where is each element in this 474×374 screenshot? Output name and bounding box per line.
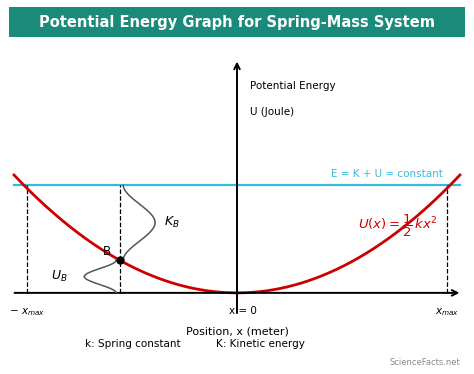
Text: $-\ x_{max}$: $-\ x_{max}$ [9, 306, 46, 318]
Text: $U_B$: $U_B$ [52, 269, 68, 284]
Text: x = 0: x = 0 [229, 306, 256, 316]
Text: ScienceFacts.net: ScienceFacts.net [389, 358, 460, 367]
Text: $U(x) = \dfrac{1}{2}\,kx^2$: $U(x) = \dfrac{1}{2}\,kx^2$ [358, 213, 437, 239]
Text: E = K + U = constant: E = K + U = constant [331, 169, 443, 179]
Text: B: B [103, 245, 111, 258]
Text: $x_{max}$: $x_{max}$ [435, 306, 459, 318]
Text: Potential Energy: Potential Energy [250, 82, 336, 92]
Text: $K_B$: $K_B$ [164, 215, 180, 230]
Text: k: Spring constant: k: Spring constant [85, 339, 181, 349]
Text: U (Joule): U (Joule) [250, 107, 294, 117]
Text: K: Kinetic energy: K: Kinetic energy [216, 339, 305, 349]
Text: Position, x (meter): Position, x (meter) [185, 327, 289, 337]
Text: Potential Energy Graph for Spring-Mass System: Potential Energy Graph for Spring-Mass S… [39, 15, 435, 30]
